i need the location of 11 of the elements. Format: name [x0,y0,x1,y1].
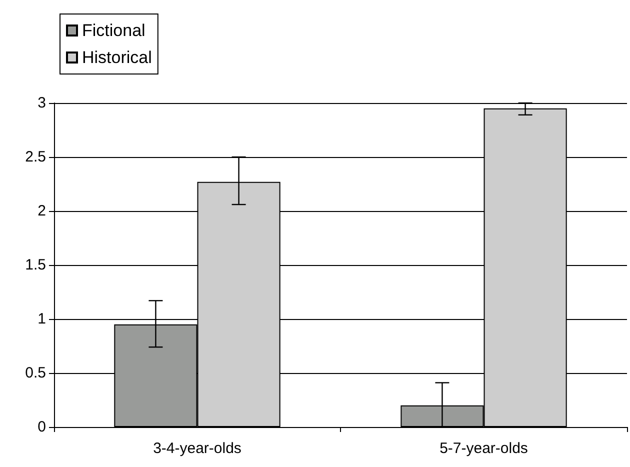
y-tick-label: 0 [38,418,46,436]
x-tick-label: 3-4-year-olds [153,440,242,457]
y-tick-label: 1.5 [25,256,46,274]
y-tick-label: 3 [38,94,46,112]
y-tick-label: 2.5 [25,148,46,166]
legend-label: Historical [82,48,152,67]
y-tick-label: 2 [38,202,46,220]
legend-label: Fictional [82,21,146,40]
x-tick-label: 5-7-year-olds [440,440,528,457]
y-tick-label: 0.5 [25,364,46,382]
y-tick-label: 1 [38,310,46,328]
